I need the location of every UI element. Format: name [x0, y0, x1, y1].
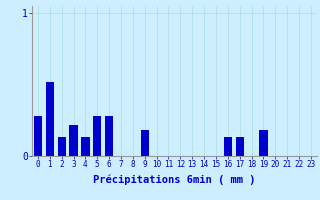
Bar — [224, 137, 232, 156]
Bar — [34, 116, 42, 156]
Bar — [58, 137, 66, 156]
Bar — [69, 125, 78, 156]
Bar — [81, 137, 90, 156]
Bar — [105, 116, 113, 156]
Bar — [93, 116, 101, 156]
X-axis label: Précipitations 6min ( mm ): Précipitations 6min ( mm ) — [93, 175, 256, 185]
Bar — [140, 130, 149, 156]
Bar — [259, 130, 268, 156]
Bar — [46, 82, 54, 156]
Bar — [236, 137, 244, 156]
